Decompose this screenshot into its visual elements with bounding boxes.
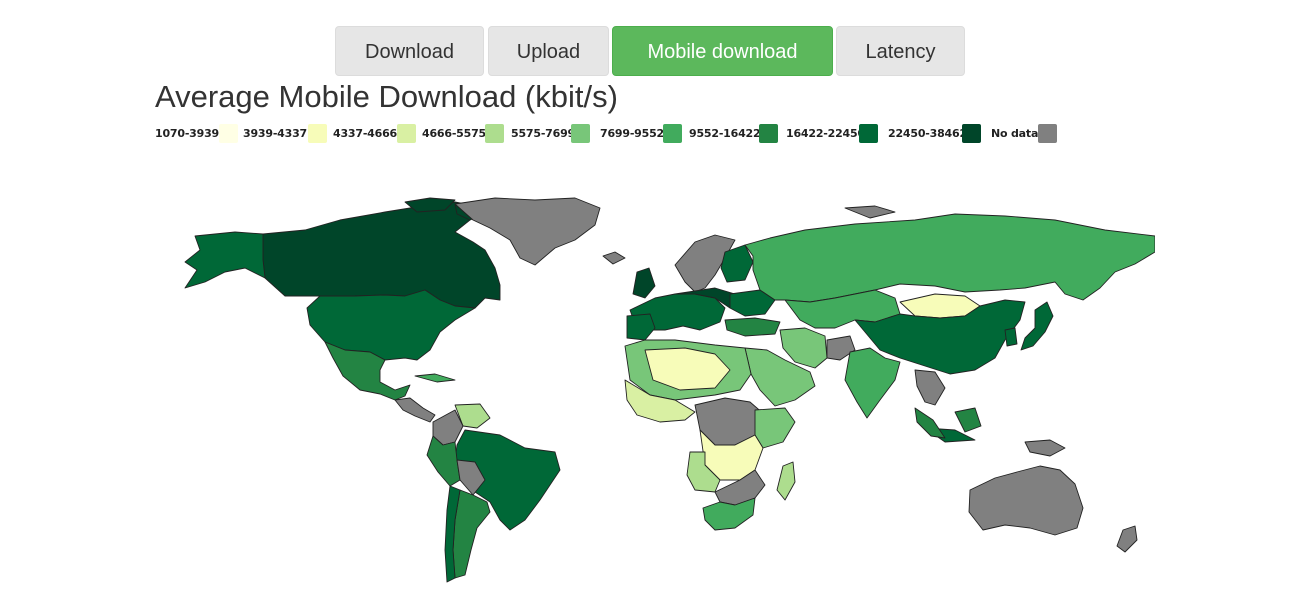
legend-swatch — [397, 124, 416, 143]
scandinavia-region[interactable] — [674, 234, 736, 293]
iceland-region[interactable] — [602, 251, 626, 265]
new-zealand-region[interactable] — [1116, 525, 1138, 553]
india-region[interactable] — [844, 347, 901, 419]
australia-region[interactable] — [968, 465, 1084, 536]
legend-swatch — [485, 124, 504, 143]
arabia-region[interactable] — [744, 347, 816, 407]
east-africa-region[interactable] — [754, 407, 796, 449]
world-map — [184, 197, 1155, 583]
tab-upload[interactable]: Upload — [488, 26, 609, 76]
legend-label: 4337-4666 — [333, 127, 397, 140]
greenland-region[interactable] — [454, 197, 601, 266]
madagascar-region[interactable] — [776, 461, 796, 501]
southeast-asia-region[interactable] — [914, 369, 946, 406]
legend-swatch — [759, 124, 778, 143]
tab-mobile-download[interactable]: Mobile download — [612, 26, 833, 76]
legend-swatch — [859, 124, 878, 143]
legend-label: 3939-4337 — [243, 127, 307, 140]
legend-swatch — [962, 124, 981, 143]
sahara-region[interactable] — [644, 347, 731, 391]
japan-region[interactable] — [1020, 301, 1054, 351]
legend-swatch — [308, 124, 327, 143]
alaska-region[interactable] — [184, 231, 266, 289]
south-africa-region[interactable] — [702, 497, 756, 531]
china-region[interactable] — [854, 299, 1026, 375]
legend-label: 5575-7699 — [511, 127, 575, 140]
russia-region[interactable] — [744, 213, 1155, 303]
legend-label: 9552-16422 — [689, 127, 761, 140]
afghanistan-region[interactable] — [826, 335, 856, 361]
iran-region[interactable] — [779, 327, 828, 369]
tab-latency[interactable]: Latency — [836, 26, 965, 76]
chile-region[interactable] — [444, 485, 461, 583]
uk-region[interactable] — [632, 267, 656, 299]
turkey-region[interactable] — [724, 317, 781, 337]
legend-swatch — [1038, 124, 1057, 143]
korea-region[interactable] — [1004, 327, 1018, 347]
legend-label: 22450-38462 — [888, 127, 967, 140]
mexico-region[interactable] — [324, 341, 411, 401]
legend-label: No data — [991, 127, 1039, 140]
canada-arctic-island[interactable] — [404, 197, 456, 213]
borneo-region[interactable] — [954, 407, 982, 433]
sumatra-region[interactable] — [914, 407, 946, 439]
legend-label: 4666-5575 — [422, 127, 486, 140]
legend-label: 7699-9552 — [600, 127, 664, 140]
central-america-region[interactable] — [394, 397, 436, 423]
argentina-region[interactable] — [452, 489, 491, 579]
legend-swatch — [219, 124, 238, 143]
cuba-region[interactable] — [414, 373, 456, 383]
russia-arctic-island[interactable] — [844, 205, 896, 219]
tab-download[interactable]: Download — [335, 26, 484, 76]
angola-region[interactable] — [686, 451, 721, 493]
new-guinea-region[interactable] — [1024, 439, 1066, 457]
legend-label: 16422-22450 — [786, 127, 865, 140]
legend-label: 1070-3939 — [155, 127, 219, 140]
legend-swatch — [571, 124, 590, 143]
page-title: Average Mobile Download (kbit/s) — [155, 79, 618, 114]
iberia-region[interactable] — [626, 313, 656, 341]
west-africa-region[interactable] — [624, 379, 696, 423]
legend-swatch — [663, 124, 682, 143]
bolivia-region[interactable] — [456, 459, 486, 496]
